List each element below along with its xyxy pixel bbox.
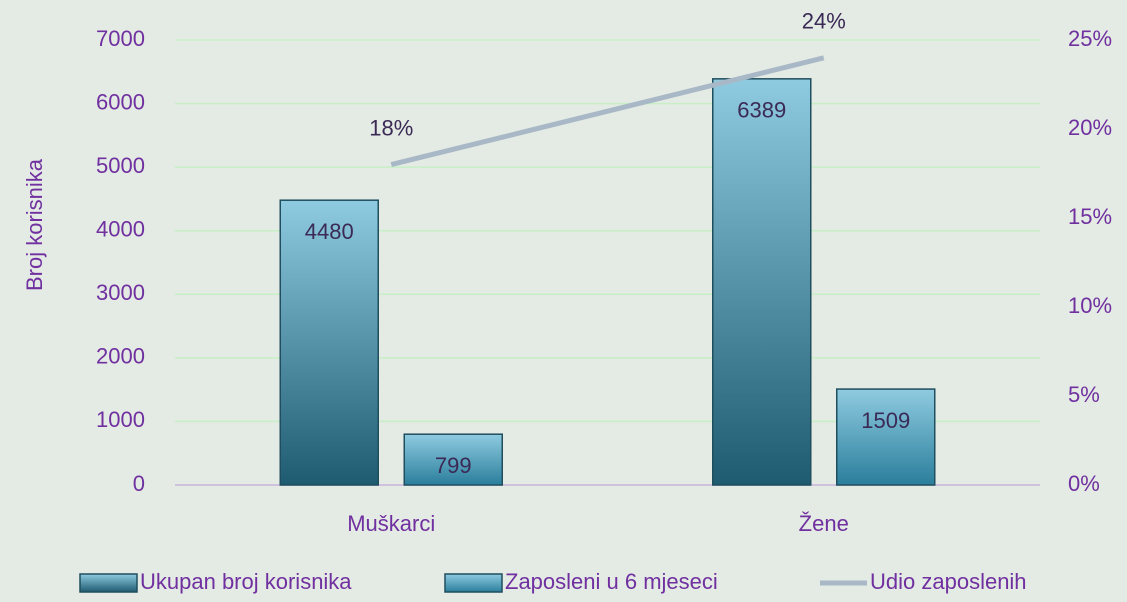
legend-swatch bbox=[444, 573, 503, 593]
data-label: 4480 bbox=[305, 219, 354, 244]
legend-swatch bbox=[79, 573, 138, 593]
x-tick-label: Žene bbox=[799, 511, 849, 536]
y2-tick-label: 10% bbox=[1068, 293, 1112, 318]
y2-tick-label: 25% bbox=[1068, 26, 1112, 51]
data-label: 6389 bbox=[737, 98, 786, 123]
y2-tick-label: 15% bbox=[1068, 204, 1112, 229]
y2-tick-label: 20% bbox=[1068, 115, 1112, 140]
y-tick-label: 1000 bbox=[96, 407, 145, 432]
data-label: 799 bbox=[435, 453, 472, 478]
y-axis-label: Broj korisnika bbox=[22, 158, 47, 291]
data-label: 1509 bbox=[861, 408, 910, 433]
bar bbox=[712, 78, 812, 486]
y-tick-label: 2000 bbox=[96, 344, 145, 369]
legend-label: Udio zaposlenih bbox=[870, 569, 1027, 594]
y-tick-label: 6000 bbox=[96, 89, 145, 114]
line bbox=[390, 55, 825, 168]
y-tick-label: 4000 bbox=[96, 217, 145, 242]
y-tick-label: 3000 bbox=[96, 280, 145, 305]
bar bbox=[836, 388, 936, 486]
legend-label: Zaposleni u 6 mjeseci bbox=[505, 569, 718, 594]
legend-label: Ukupan broj korisnika bbox=[140, 569, 352, 594]
y-tick-label: 7000 bbox=[96, 26, 145, 51]
y-tick-label: 0 bbox=[133, 471, 145, 496]
bar bbox=[279, 199, 379, 486]
bar bbox=[403, 433, 503, 486]
y2-tick-label: 0% bbox=[1068, 471, 1100, 496]
x-tick-label: Muškarci bbox=[347, 511, 435, 536]
y2-tick-label: 5% bbox=[1068, 382, 1100, 407]
y-tick-label: 5000 bbox=[96, 153, 145, 178]
data-label: 18% bbox=[369, 115, 413, 140]
data-label: 24% bbox=[802, 9, 846, 34]
